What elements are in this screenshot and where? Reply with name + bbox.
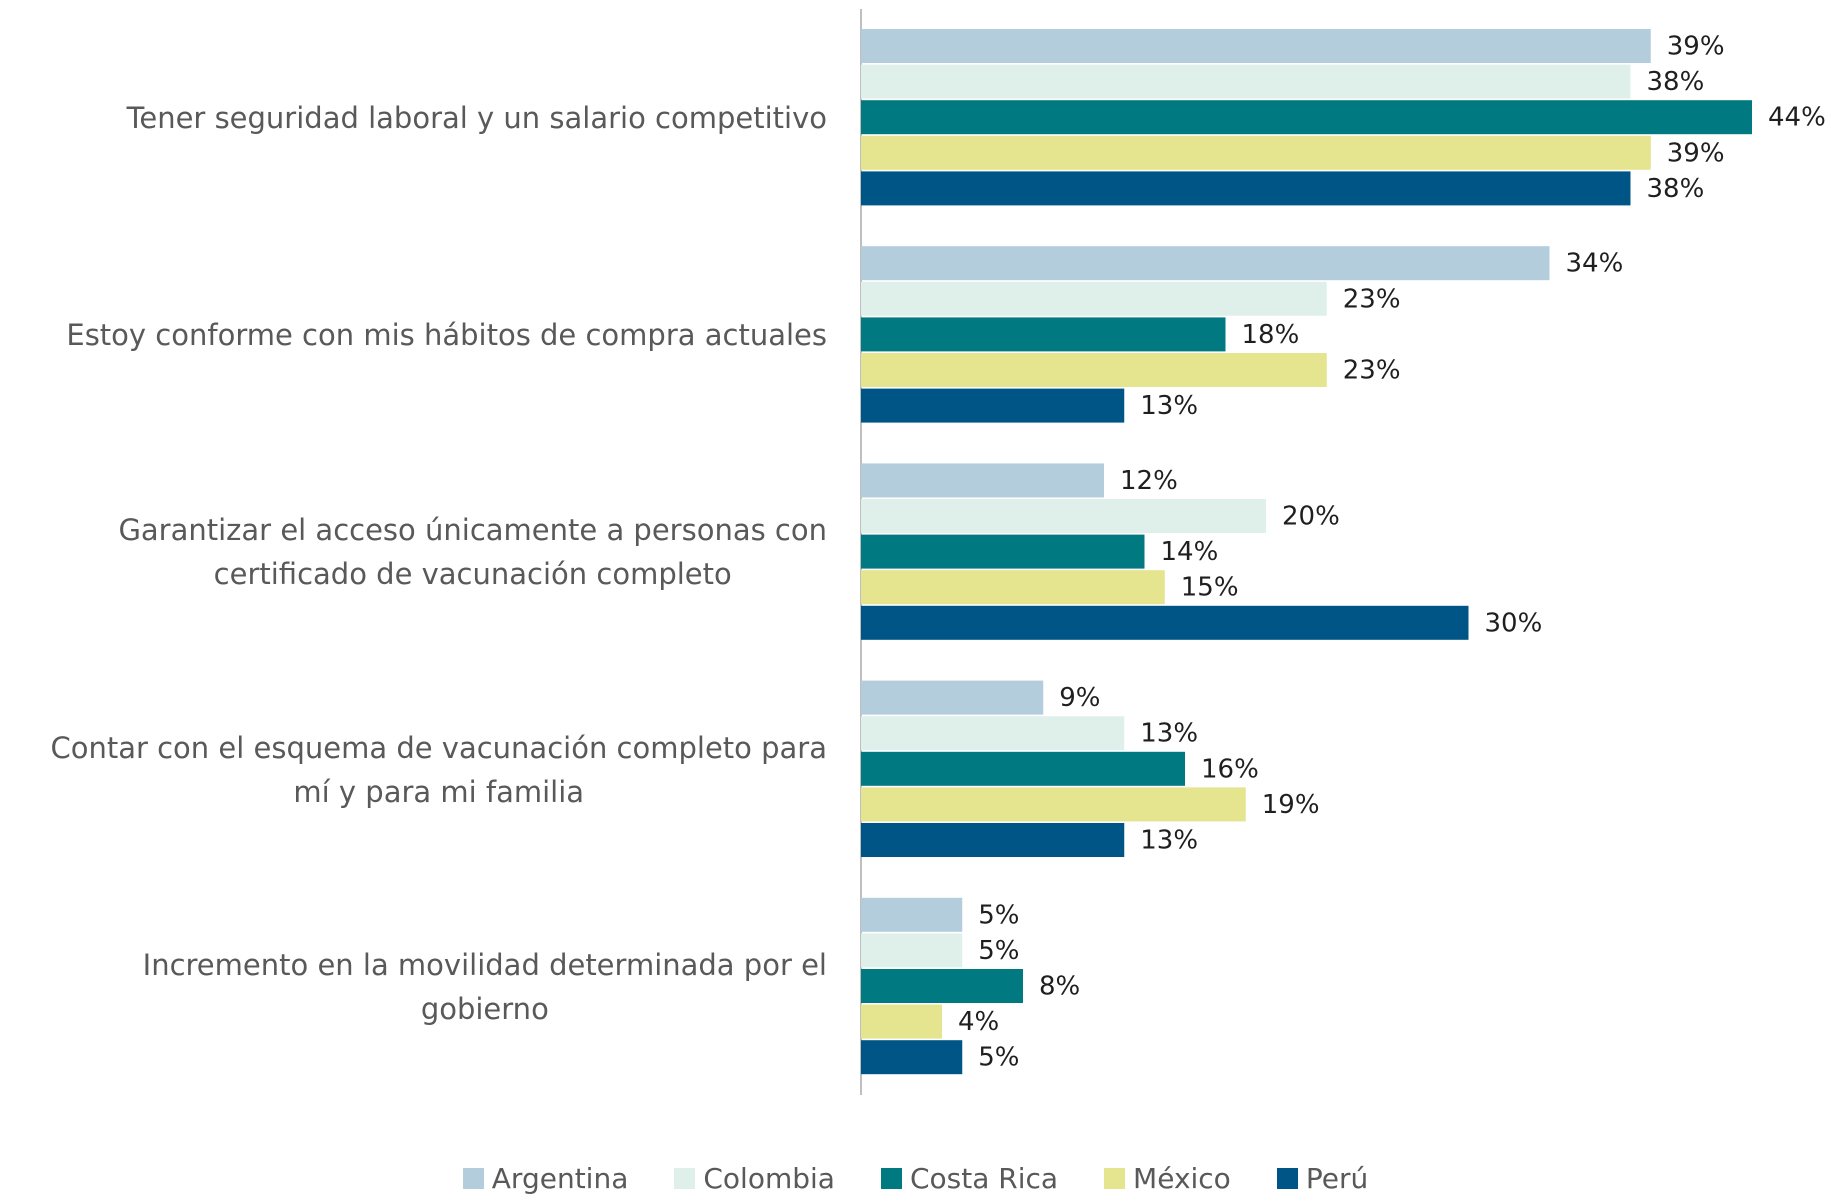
data-label: 38% [1647,67,1705,97]
bar [861,317,1226,352]
data-label: 4% [958,1007,999,1037]
bar [861,716,1125,751]
data-label: 9% [1059,683,1100,713]
legend-swatch [880,1168,902,1189]
data-label: 8% [1039,972,1080,1002]
legend-item: Costa Rica [880,1162,1059,1195]
data-label: 5% [978,1043,1019,1073]
data-label: 38% [1647,174,1705,204]
data-label: 12% [1120,466,1178,496]
bar [861,353,1327,387]
data-label: 13% [1140,719,1198,749]
bar [861,281,1327,316]
bar [861,100,1752,135]
bar [861,933,963,968]
bar [861,787,1246,822]
data-label: 20% [1282,502,1340,532]
legend-item: México [1104,1162,1231,1195]
legend-label: Perú [1305,1162,1369,1195]
bar [861,969,1023,1003]
bar [861,605,1469,640]
legend-label: México [1133,1162,1231,1195]
legend-item: Colombia [674,1162,835,1195]
legend: Argentina Colombia Costa Rica México Perú [0,1162,1831,1195]
bar [861,135,1651,170]
legend-item: Perú [1276,1162,1369,1195]
bar [861,388,1125,423]
bar [861,1040,963,1075]
bar [861,171,1631,206]
bar [861,570,1165,605]
category-label: Estoy conforme con mis hábitos de compra… [66,318,827,353]
data-label: 13% [1140,391,1198,421]
data-label: 23% [1343,356,1401,386]
category-label: Garantizar el acceso únicamente a person… [118,513,827,592]
bar [861,680,1044,715]
data-label: 39% [1667,138,1725,168]
bar [861,534,1145,569]
data-label: 44% [1768,103,1826,133]
bar [861,897,963,932]
category-label: Contar con el esquema de vacunación comp… [50,730,827,809]
data-label: 30% [1485,608,1543,638]
bar [861,499,1266,533]
bar [861,463,1104,498]
data-label: 18% [1242,320,1300,350]
data-label: 16% [1201,754,1259,784]
data-label: 5% [978,900,1019,930]
category-label: Incremento en la movilidad determinada p… [142,947,827,1026]
data-label: 19% [1262,790,1320,820]
legend-label: Costa Rica [909,1162,1059,1195]
plot: 39% 38% 44% 39% 38% 34% 23% 18% 23% 13% 12% 20% 14% 1… [860,9,1826,1095]
legend-label: Argentina [491,1162,629,1195]
data-label: 5% [978,936,1019,966]
category-label: Tener seguridad laboral y un salario com… [126,101,827,135]
data-label: 39% [1667,32,1725,62]
legend-swatch [674,1168,696,1189]
legend-swatch [462,1168,484,1189]
legend-label: Colombia [703,1162,835,1195]
legend-item: Argentina [462,1162,629,1195]
legend-swatch [1276,1168,1298,1189]
data-label: 15% [1181,573,1239,603]
data-label: 13% [1140,826,1198,856]
bar [861,64,1631,99]
bar [861,29,1651,63]
data-label: 23% [1343,284,1401,314]
data-label: 14% [1161,537,1219,567]
data-label: 34% [1566,249,1624,279]
bar [861,823,1125,857]
bar [861,1004,942,1039]
bar [861,751,1185,786]
bar [861,246,1550,281]
legend-swatch [1104,1168,1126,1189]
